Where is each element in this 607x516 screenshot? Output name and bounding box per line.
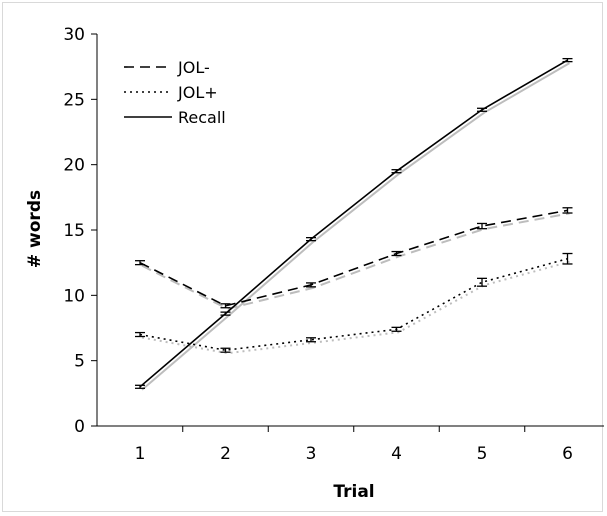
y-tick-label: 15 (63, 221, 85, 241)
y-axis-title: # words (25, 190, 45, 268)
legend-label-JOL+: JOL+ (177, 83, 218, 102)
series-line-JOL- (139, 209, 568, 307)
x-tick-label: 2 (220, 444, 231, 464)
series-line-JOL+ (139, 257, 568, 352)
series-line-Recall (139, 59, 568, 388)
y-tick-label: 0 (74, 417, 85, 437)
series-shadows (141, 62, 571, 391)
x-tick-label: 5 (477, 444, 488, 464)
chart-frame (2, 2, 603, 512)
legend: JOL- JOL+ Recall (124, 58, 226, 127)
y-tick-label: 5 (74, 352, 85, 372)
legend-label-Recall: Recall (178, 108, 226, 127)
x-tick-label: 6 (562, 444, 573, 464)
y-tick-label: 20 (63, 156, 85, 176)
y-tick-label: 10 (63, 286, 85, 306)
series-shadow-JOL+ (141, 260, 570, 355)
x-tick-label: 1 (135, 444, 146, 464)
axes: 0 5 10 15 20 25 30 1 2 3 4 5 6 (63, 25, 604, 464)
series-group (135, 57, 573, 389)
x-axis-title: Trial (333, 482, 374, 502)
y-tick-label: 30 (63, 25, 85, 45)
x-tick-label: 3 (306, 444, 317, 464)
series-shadow-Recall (141, 62, 571, 391)
legend-label-JOL-: JOL- (177, 58, 210, 77)
x-tick-label: 4 (391, 444, 402, 464)
series-shadow-JOL- (141, 212, 570, 310)
y-tick-label: 25 (63, 90, 85, 110)
